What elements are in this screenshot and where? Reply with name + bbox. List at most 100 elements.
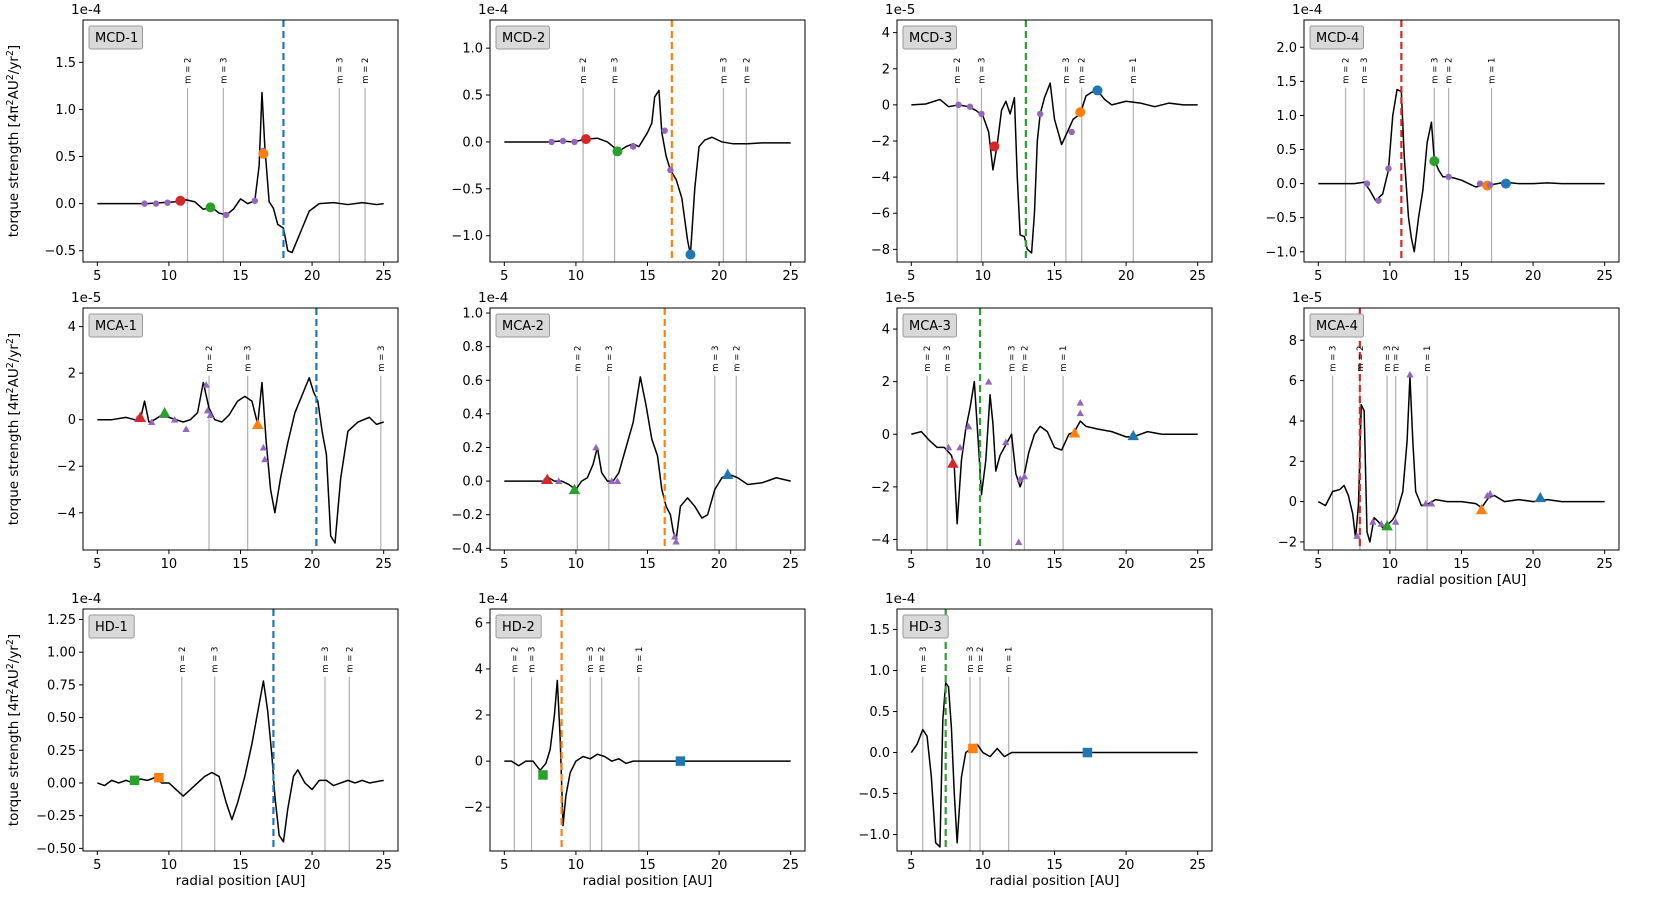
resonance-label: m = 3: [219, 58, 229, 84]
data-layer: [97, 20, 384, 262]
data-marker-circle: [1385, 165, 1392, 172]
panel-label: MCA-4: [1316, 319, 1358, 334]
y-tick-label: 4: [475, 662, 483, 677]
x-tick-label: 25: [1189, 269, 1206, 284]
panel-label: MCA-3: [909, 319, 951, 334]
y-axis-label: torque strength [4π2AU2/yr2]: [5, 45, 23, 237]
data-marker-square: [675, 756, 686, 766]
resonance-label: m = 2: [742, 58, 752, 84]
resonance-label: m = 3: [966, 647, 976, 673]
x-tick-label: 10: [1382, 557, 1399, 572]
data-marker-triangle: [671, 532, 679, 540]
y-tick-label: 0: [1289, 495, 1297, 510]
data-marker-circle: [580, 134, 591, 145]
x-tick-label: 25: [375, 557, 392, 572]
y-tick-label: 0.00: [47, 776, 76, 791]
panel-label: MCD-1: [95, 31, 138, 46]
data-marker-triangle: [541, 473, 554, 485]
data-marker-triangle: [672, 537, 680, 545]
torque-curve: [97, 91, 384, 254]
resonance-label: m = 2: [1020, 346, 1030, 372]
y-tick-label: 0: [475, 755, 483, 770]
panel-label: MCD-3: [909, 31, 952, 46]
resonance-label: m = 3: [1008, 346, 1018, 372]
data-marker-triangle: [170, 416, 179, 423]
axis-offset-label: 1e-4: [478, 290, 508, 306]
y-tick-label: −4: [871, 171, 890, 186]
plot-area: [490, 20, 805, 262]
x-tick-label: 10: [975, 858, 992, 873]
data-marker-circle: [258, 148, 269, 159]
resonance-label: m = 3: [611, 58, 621, 84]
y-tick-label: 1.00: [47, 646, 76, 661]
data-marker-circle: [629, 143, 637, 150]
resonance-label: m = 2: [953, 58, 963, 84]
x-tick-label: 25: [782, 557, 799, 572]
resonance-label: m = 1: [1423, 346, 1433, 372]
resonance-label: m = 3: [377, 346, 387, 372]
axis-offset-label: 1e-5: [71, 290, 101, 306]
y-axis-label: torque strength [4π2AU2/yr2]: [5, 634, 23, 826]
axis-offset-label: 1e-4: [71, 2, 101, 18]
label-part: AU: [6, 368, 22, 387]
plot-area: [83, 20, 398, 262]
data-layer: [1318, 20, 1605, 262]
panel-label-box: [495, 25, 550, 50]
data-marker-triangle: [1381, 520, 1393, 531]
x-tick-label: 25: [782, 858, 799, 873]
panel-mcd-1: m = 2 m = 3 m = 3 m = 2 5 10 15 20 25 −0.5 0.0 0.5 1…: [5, 2, 399, 284]
panel-label-box: [495, 614, 542, 639]
superscript: 2: [5, 362, 16, 368]
resonance-label: m = 3: [1329, 346, 1339, 372]
data-marker-triangle: [202, 381, 210, 388]
y-tick-label: 2.0: [1276, 41, 1297, 56]
y-tick-label: −1.0: [1265, 245, 1297, 260]
y-tick-label: 1.0: [462, 307, 483, 322]
data-layer: [97, 609, 384, 851]
resonance-label: m = 3: [586, 647, 596, 673]
y-axis-label: torque strength [4π2AU2/yr2]: [5, 333, 23, 525]
panel-label-box: [1309, 25, 1364, 50]
data-marker-circle: [966, 103, 974, 110]
y-tick-label: −2: [57, 460, 76, 475]
data-marker-triangle: [148, 418, 156, 425]
x-tick-label: 10: [161, 269, 178, 284]
resonance-label: m = 2: [184, 58, 194, 84]
panel-label-box: [88, 313, 143, 338]
data-marker-circle: [989, 141, 1000, 152]
axis-offset-label: 1e-5: [885, 290, 915, 306]
y-tick-label: −0.50: [36, 842, 76, 857]
label-part: torque strength [4π: [6, 694, 22, 826]
data-marker-triangle: [1427, 499, 1436, 507]
data-marker-triangle: [944, 443, 953, 451]
data-marker-square: [538, 770, 548, 780]
y-tick-label: 0: [882, 98, 890, 113]
x-tick-label: 15: [1046, 557, 1063, 572]
data-marker-triangle: [134, 411, 147, 422]
data-marker-triangle: [1486, 489, 1494, 497]
data-marker-circle: [612, 146, 623, 157]
y-tick-label: 4: [68, 320, 76, 335]
x-tick-label: 5: [500, 269, 508, 284]
panel-label-box: [88, 614, 135, 639]
x-tick-label: 10: [568, 269, 585, 284]
y-tick-label: 2: [475, 709, 483, 724]
resonance-label: m = 2: [1342, 58, 1352, 84]
axis-offset-label: 1e-5: [1292, 290, 1322, 306]
panel-mca-2: m = 2 m = 3 m = 3 m = 2 5 10 15 20 25 −0.4 −0.2 0.0…: [451, 290, 806, 572]
data-marker-circle: [955, 101, 962, 109]
x-tick-label: 20: [711, 557, 728, 572]
data-marker-triangle: [1353, 532, 1361, 539]
x-tick-label: 15: [232, 858, 249, 873]
y-tick-label: −0.2: [451, 508, 483, 523]
label-part: AU: [6, 669, 22, 688]
data-layer: [97, 308, 384, 550]
resonance-label: m = 2: [598, 647, 608, 673]
data-marker-triangle: [947, 457, 959, 468]
y-tick-label: −1.0: [451, 229, 483, 244]
x-axis-label: radial position [AU]: [990, 873, 1120, 889]
data-marker-circle: [1375, 197, 1382, 204]
data-layer: [504, 308, 791, 550]
x-tick-label: 10: [975, 269, 992, 284]
